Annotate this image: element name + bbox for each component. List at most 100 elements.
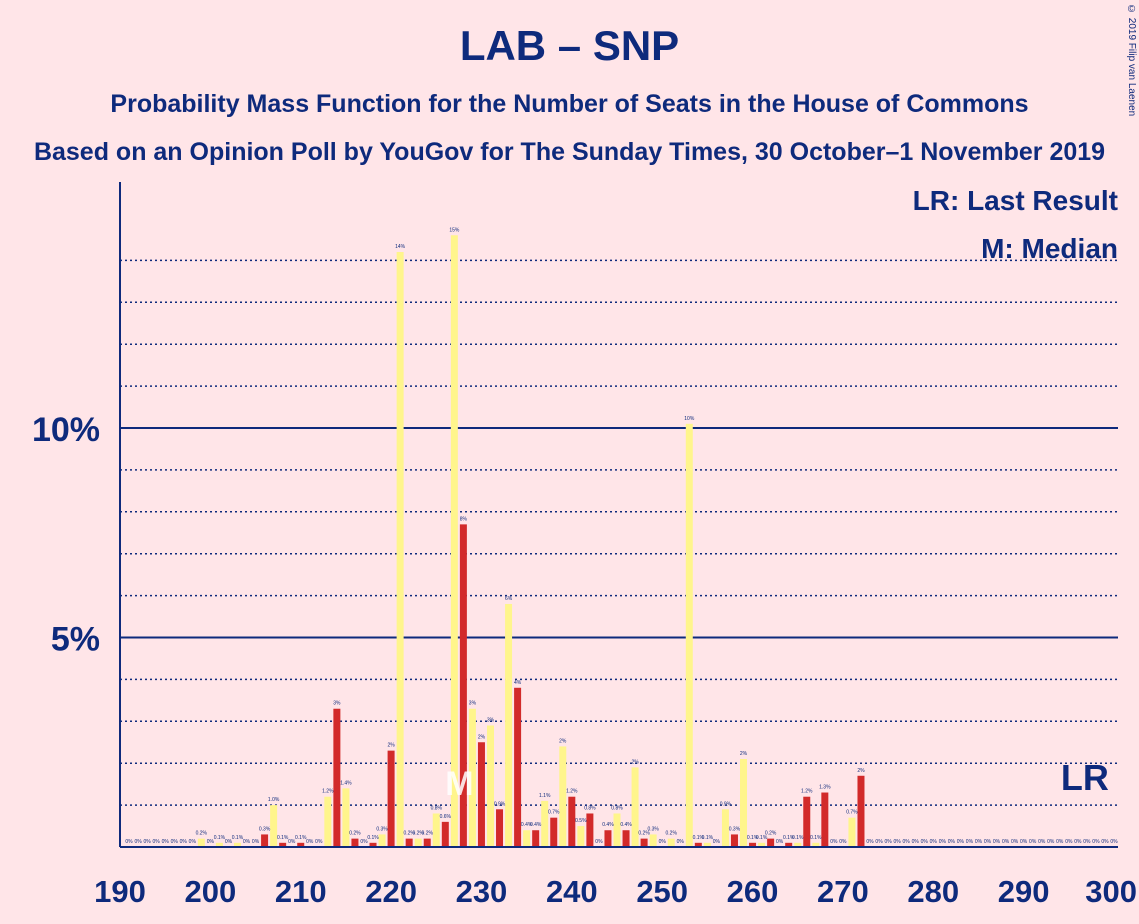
bar-label-snp-279: 0% xyxy=(921,839,929,845)
bar-label-lab-294: 0% xyxy=(1056,839,1064,845)
axes: 5% 10% 190 200 210 220 230 240 250 260 270 280 290 30… xyxy=(32,182,1137,909)
bar-label-lab-282: 0% xyxy=(948,839,956,845)
bar-lab-236 xyxy=(532,830,540,847)
bar-label-snp-277: 0% xyxy=(903,839,911,845)
bar-snp-219 xyxy=(378,834,386,847)
bar-snp-247 xyxy=(631,767,639,847)
bar-label-lab-196: 0% xyxy=(171,839,179,845)
bar-label-snp-215: 1.4% xyxy=(340,780,352,786)
bar-lab-238 xyxy=(550,817,558,847)
bar-lab-258 xyxy=(730,834,738,847)
bar-snp-227 xyxy=(450,235,458,847)
bar-label-snp-221: 14% xyxy=(395,244,406,250)
bar-label-snp-291: 0% xyxy=(1029,839,1037,845)
bar-lab-210 xyxy=(297,842,305,847)
chart-subtitle: Probability Mass Function for the Number… xyxy=(110,90,1029,118)
bar-label-lab-240: 1.2% xyxy=(566,789,578,795)
x-tick-label: 260 xyxy=(727,874,779,909)
bar-lab-264 xyxy=(785,842,793,847)
bar-lab-224 xyxy=(423,838,431,847)
bar-snp-245 xyxy=(613,813,621,847)
bar-label-lab-258: 0.3% xyxy=(729,826,741,832)
bar-lab-214 xyxy=(333,708,341,847)
bar-lab-230 xyxy=(477,742,485,847)
bar-label-snp-239: 2% xyxy=(559,738,567,744)
bar-label-lab-220: 2% xyxy=(387,743,395,749)
bar-snp-221 xyxy=(396,252,404,847)
x-tick-label: 200 xyxy=(184,874,236,909)
bar-label-snp-199: 0.2% xyxy=(196,831,208,837)
bar-snp-231 xyxy=(486,725,494,847)
bar-lab-206 xyxy=(261,834,269,847)
bar-lab-228 xyxy=(459,524,467,847)
bar-labels: 0% 0% 0% 0%0.2%0.1% 0.1%0%1.0%0% 0%1.2%1.4%0%… xyxy=(125,227,1118,845)
bar-snp-267 xyxy=(812,842,820,847)
bar-snp-239 xyxy=(559,746,567,847)
x-tick-label: 300 xyxy=(1085,874,1137,909)
bar-label-lab-296: 0% xyxy=(1074,839,1082,845)
bar-label-snp-259: 2% xyxy=(740,751,748,757)
bar-label-snp-261: 0.1% xyxy=(756,835,768,841)
bar-label-snp-267: 0.1% xyxy=(810,835,822,841)
bar-label-lab-218: 0.1% xyxy=(367,835,379,841)
bar-lab-218 xyxy=(369,842,377,847)
bar-label-lab-226: 0.6% xyxy=(440,814,452,820)
bar-label-lab-208: 0.1% xyxy=(277,835,289,841)
bar-label-snp-235: 0.4% xyxy=(521,822,533,828)
median-marker: M xyxy=(445,765,473,803)
bar-lab-260 xyxy=(749,842,757,847)
x-tick-label: 220 xyxy=(365,874,417,909)
bar-label-lab-248: 0.2% xyxy=(638,831,650,837)
bar-label-snp-275: 0% xyxy=(884,839,892,845)
bar-lab-208 xyxy=(279,842,287,847)
bar-label-lab-268: 1.3% xyxy=(819,785,831,791)
bar-label-lab-222: 0.2% xyxy=(403,831,415,837)
bar-lab-240 xyxy=(568,796,576,847)
chart-subtitle-source: Based on an Opinion Poll by YouGov for T… xyxy=(33,138,1106,166)
bar-label-snp-263: 0% xyxy=(776,839,784,845)
bar-label-snp-227: 15% xyxy=(449,227,460,233)
bar-label-snp-247: 2% xyxy=(631,759,639,765)
bar-label-lab-212: 0% xyxy=(315,839,323,845)
bar-label-lab-274: 0% xyxy=(875,839,883,845)
bar-snp-271 xyxy=(848,817,856,847)
x-tick-label: 280 xyxy=(907,874,959,909)
bar-label-lab-256: 0% xyxy=(713,839,721,845)
bar-snp-223 xyxy=(414,838,422,847)
bar-label-snp-295: 0% xyxy=(1065,839,1073,845)
x-tick-label: 250 xyxy=(636,874,688,909)
bar-label-lab-284: 0% xyxy=(966,839,974,845)
bar-label-lab-242: 0.8% xyxy=(584,805,596,811)
bar-label-lab-210: 0.1% xyxy=(295,835,307,841)
bar-snp-257 xyxy=(721,809,729,847)
bar-label-lab-252: 0% xyxy=(677,839,685,845)
bar-snp-249 xyxy=(649,834,657,847)
bar-label-snp-211: 0% xyxy=(306,839,314,845)
bar-snp-213 xyxy=(324,796,332,847)
bar-label-lab-266: 1.2% xyxy=(801,789,813,795)
bar-label-snp-257: 0.9% xyxy=(720,801,732,807)
bar-snp-203 xyxy=(233,842,241,847)
bar-label-snp-269: 0% xyxy=(830,839,838,845)
bar-snp-207 xyxy=(270,805,278,847)
bar-snp-261 xyxy=(758,842,766,847)
bar-label-snp-213: 1.2% xyxy=(322,789,334,795)
bar-lab-268 xyxy=(821,792,829,847)
bar-label-lab-192: 0% xyxy=(134,839,142,845)
bar-snp-237 xyxy=(541,800,549,847)
bar-lab-216 xyxy=(351,838,359,847)
bar-label-snp-287: 0% xyxy=(993,839,1001,845)
bar-label-lab-200: 0% xyxy=(207,839,215,845)
y-tick-label: 10% xyxy=(32,411,100,449)
bar-label-snp-289: 0% xyxy=(1011,839,1019,845)
bar-label-lab-288: 0% xyxy=(1002,839,1010,845)
bar-label-lab-260: 0.1% xyxy=(747,835,759,841)
bar-label-snp-265: 0.1% xyxy=(792,835,804,841)
bar-label-snp-195: 0% xyxy=(162,839,170,845)
bar-label-snp-285: 0% xyxy=(975,839,983,845)
chart-title: LAB – SNP xyxy=(459,22,680,69)
bar-lab-254 xyxy=(694,842,702,847)
bar-label-snp-193: 0% xyxy=(143,839,151,845)
bar-lab-222 xyxy=(405,838,413,847)
bar-label-snp-191: 0% xyxy=(125,839,133,845)
